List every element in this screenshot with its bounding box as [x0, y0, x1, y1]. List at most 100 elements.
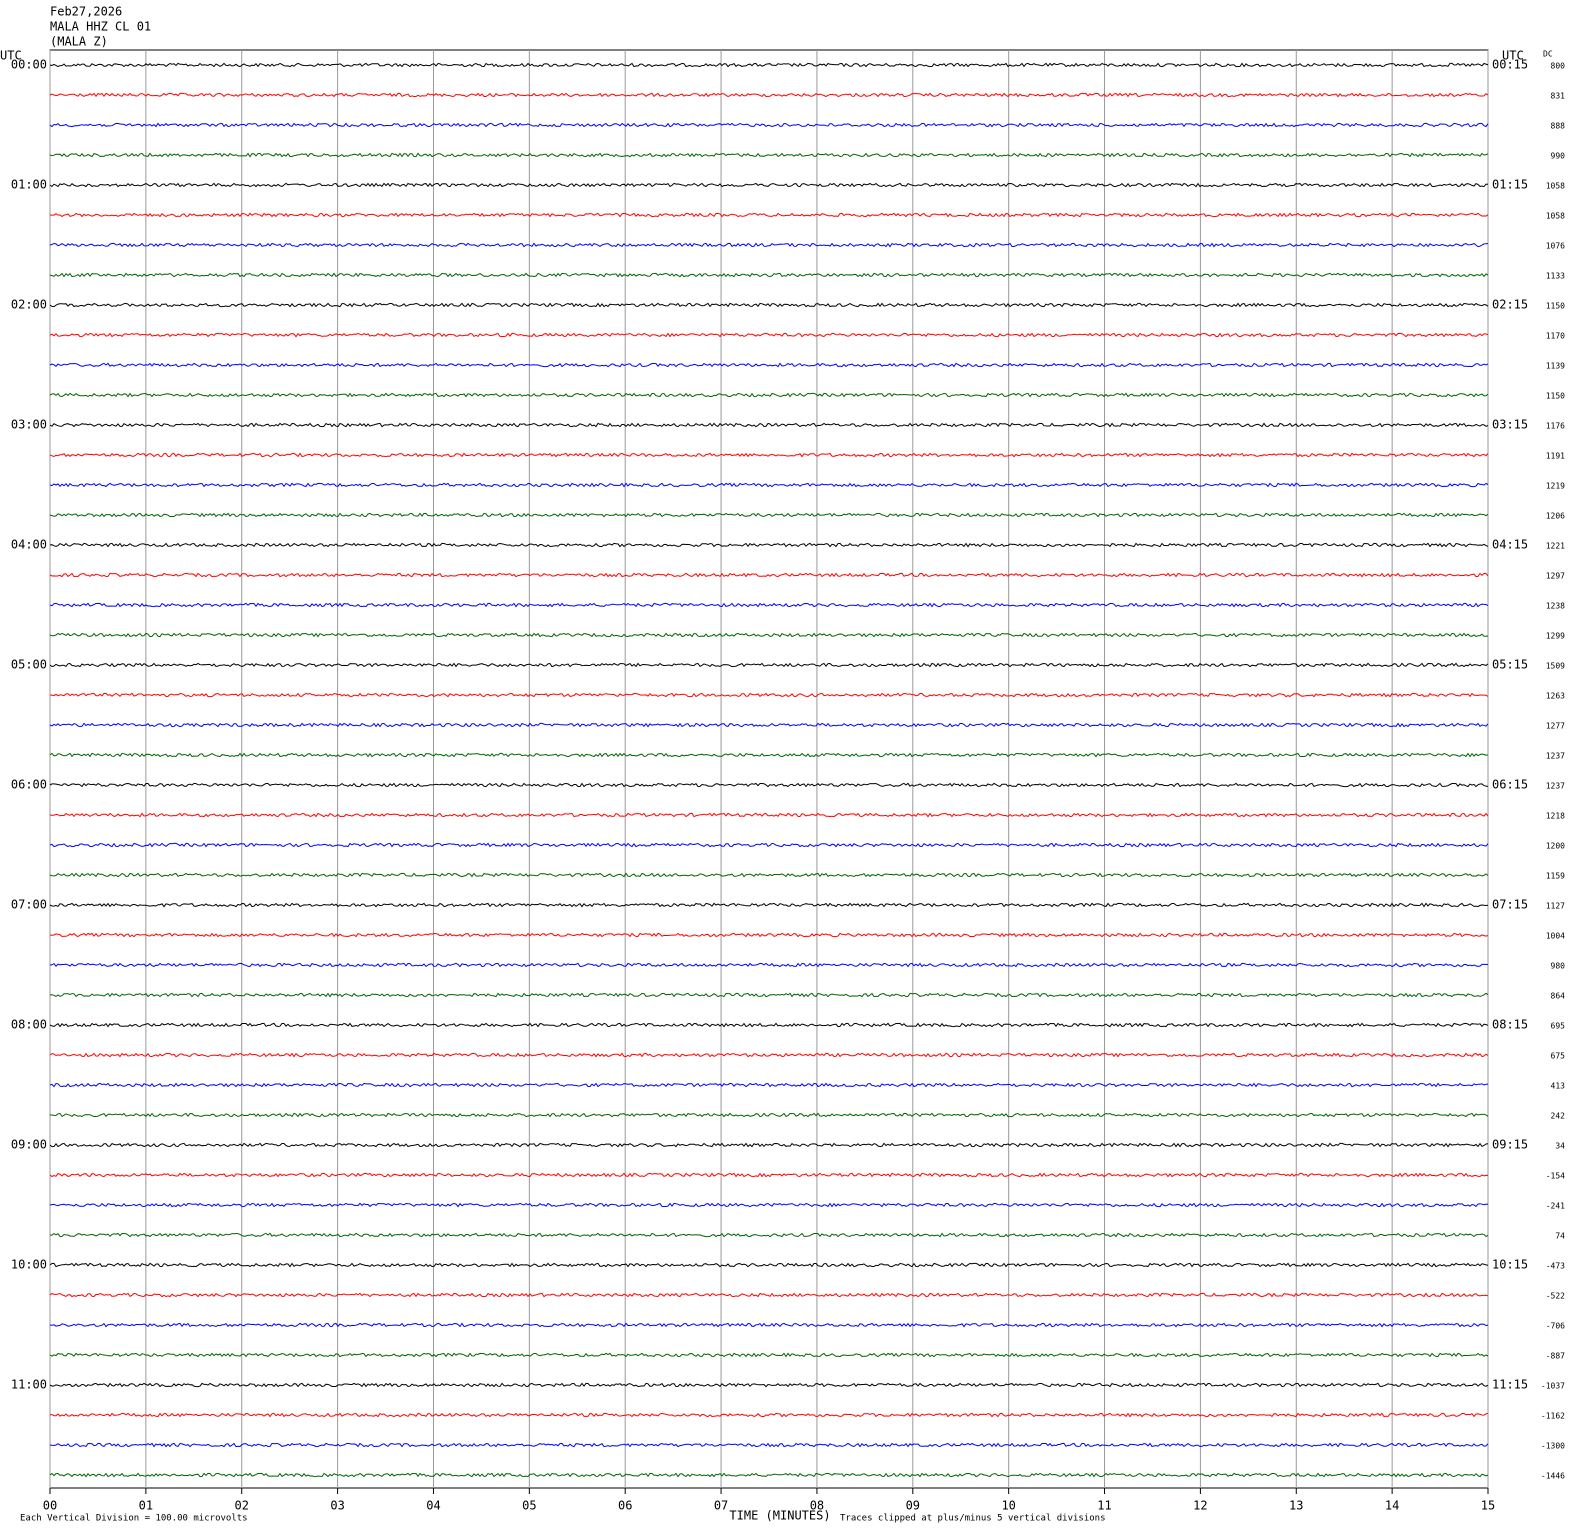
dc-value: 1200 — [1546, 842, 1565, 851]
dc-value: 1159 — [1546, 872, 1565, 881]
left-time-label: 02:00 — [11, 298, 47, 312]
dc-value: -241 — [1546, 1202, 1565, 1211]
right-time-label: 05:15 — [1492, 658, 1528, 672]
x-tick-label: 12 — [1193, 1499, 1207, 1513]
trace — [49, 1172, 1489, 1178]
dc-value: 1176 — [1546, 422, 1565, 431]
trace — [49, 752, 1489, 758]
dc-value: 864 — [1551, 992, 1566, 1001]
x-tick-label: 00 — [43, 1499, 57, 1513]
trace — [49, 482, 1489, 488]
dc-value: 1127 — [1546, 902, 1565, 911]
dc-value: 1299 — [1546, 632, 1565, 641]
trace — [50, 1112, 1489, 1118]
dc-value: 1218 — [1546, 812, 1565, 821]
dc-value: -887 — [1546, 1352, 1565, 1361]
right-time-label: 07:15 — [1492, 898, 1528, 912]
dc-value: 888 — [1551, 122, 1566, 131]
trace — [49, 962, 1489, 968]
left-time-label: 05:00 — [11, 658, 47, 672]
dc-value: 413 — [1551, 1082, 1566, 1091]
dc-value: 1509 — [1546, 662, 1565, 671]
dc-value: 1004 — [1546, 932, 1565, 941]
dc-value: -1446 — [1541, 1472, 1565, 1481]
dc-value: 1277 — [1546, 722, 1565, 731]
x-tick-label: 03 — [330, 1499, 344, 1513]
dc-value: 1263 — [1546, 692, 1565, 701]
right-time-label: 10:15 — [1492, 1258, 1528, 1272]
left-time-label: 09:00 — [11, 1138, 47, 1152]
trace — [49, 992, 1489, 998]
trace — [49, 542, 1489, 548]
trace — [49, 1322, 1489, 1328]
trace — [49, 1382, 1489, 1388]
dc-value: -1037 — [1541, 1382, 1565, 1391]
x-tick-label: 14 — [1385, 1499, 1399, 1513]
dc-value: 1238 — [1546, 602, 1565, 611]
left-time-label: 00:00 — [11, 58, 47, 72]
dc-value: 1297 — [1546, 572, 1565, 581]
trace — [49, 1262, 1489, 1268]
right-axis-label: UTC — [1502, 49, 1524, 63]
trace — [49, 662, 1489, 668]
right-time-label: 02:15 — [1492, 298, 1528, 312]
trace — [49, 902, 1489, 908]
dc-label: DC — [1543, 50, 1553, 59]
header-date: Feb27,2026 — [50, 5, 122, 19]
dc-value: -1300 — [1541, 1442, 1565, 1451]
trace — [49, 692, 1489, 698]
dc-value: -473 — [1546, 1262, 1565, 1271]
dc-value: -154 — [1546, 1172, 1565, 1181]
x-tick-label: 07 — [714, 1499, 728, 1513]
dc-value: 990 — [1551, 152, 1566, 161]
dc-value: 74 — [1555, 1232, 1565, 1241]
x-tick-label: 02 — [235, 1499, 249, 1513]
right-time-label: 08:15 — [1492, 1018, 1528, 1032]
left-time-label: 01:00 — [11, 178, 47, 192]
trace — [49, 272, 1489, 278]
trace — [49, 1082, 1489, 1088]
x-axis-label: TIME (MINUTES) — [729, 1509, 830, 1523]
trace — [49, 722, 1489, 728]
left-time-label: 03:00 — [11, 418, 47, 432]
trace — [49, 362, 1489, 368]
trace — [49, 242, 1489, 248]
header-channel: (MALA Z) — [50, 35, 108, 49]
trace — [49, 422, 1489, 428]
dc-value: 1219 — [1546, 482, 1565, 491]
left-time-label: 06:00 — [11, 778, 47, 792]
right-time-label: 11:15 — [1492, 1378, 1528, 1392]
trace — [49, 302, 1489, 308]
header-station: MALA HHZ CL 01 — [50, 20, 151, 34]
trace — [49, 812, 1489, 818]
trace — [49, 512, 1489, 518]
left-time-label: 10:00 — [11, 1258, 47, 1272]
dc-value: 1150 — [1546, 392, 1565, 401]
trace — [49, 572, 1489, 578]
footer-scale: Each Vertical Division = 100.00 microvol… — [20, 1514, 248, 1524]
left-time-label: 08:00 — [11, 1018, 47, 1032]
x-tick-label: 09 — [906, 1499, 920, 1513]
dc-value: 1191 — [1546, 452, 1565, 461]
dc-value: 695 — [1551, 1022, 1566, 1031]
x-tick-label: 05 — [522, 1499, 536, 1513]
dc-value: 1221 — [1546, 542, 1565, 551]
x-tick-label: 08 — [810, 1499, 824, 1513]
dc-value: 800 — [1551, 62, 1566, 71]
dc-value: 675 — [1551, 1052, 1566, 1061]
trace — [49, 872, 1489, 878]
trace — [49, 392, 1489, 398]
dc-value: 1237 — [1546, 752, 1565, 761]
trace — [49, 452, 1489, 458]
left-time-label: 07:00 — [11, 898, 47, 912]
dc-value: 1206 — [1546, 512, 1565, 521]
dc-value: 1150 — [1546, 302, 1565, 311]
trace — [49, 62, 1489, 68]
trace — [49, 602, 1489, 608]
dc-value: 1058 — [1546, 212, 1565, 221]
x-tick-label: 06 — [618, 1499, 632, 1513]
right-time-label: 03:15 — [1492, 418, 1528, 432]
right-time-label: 04:15 — [1492, 538, 1528, 552]
footer-clip: Traces clipped at plus/minus 5 vertical … — [840, 1514, 1106, 1524]
